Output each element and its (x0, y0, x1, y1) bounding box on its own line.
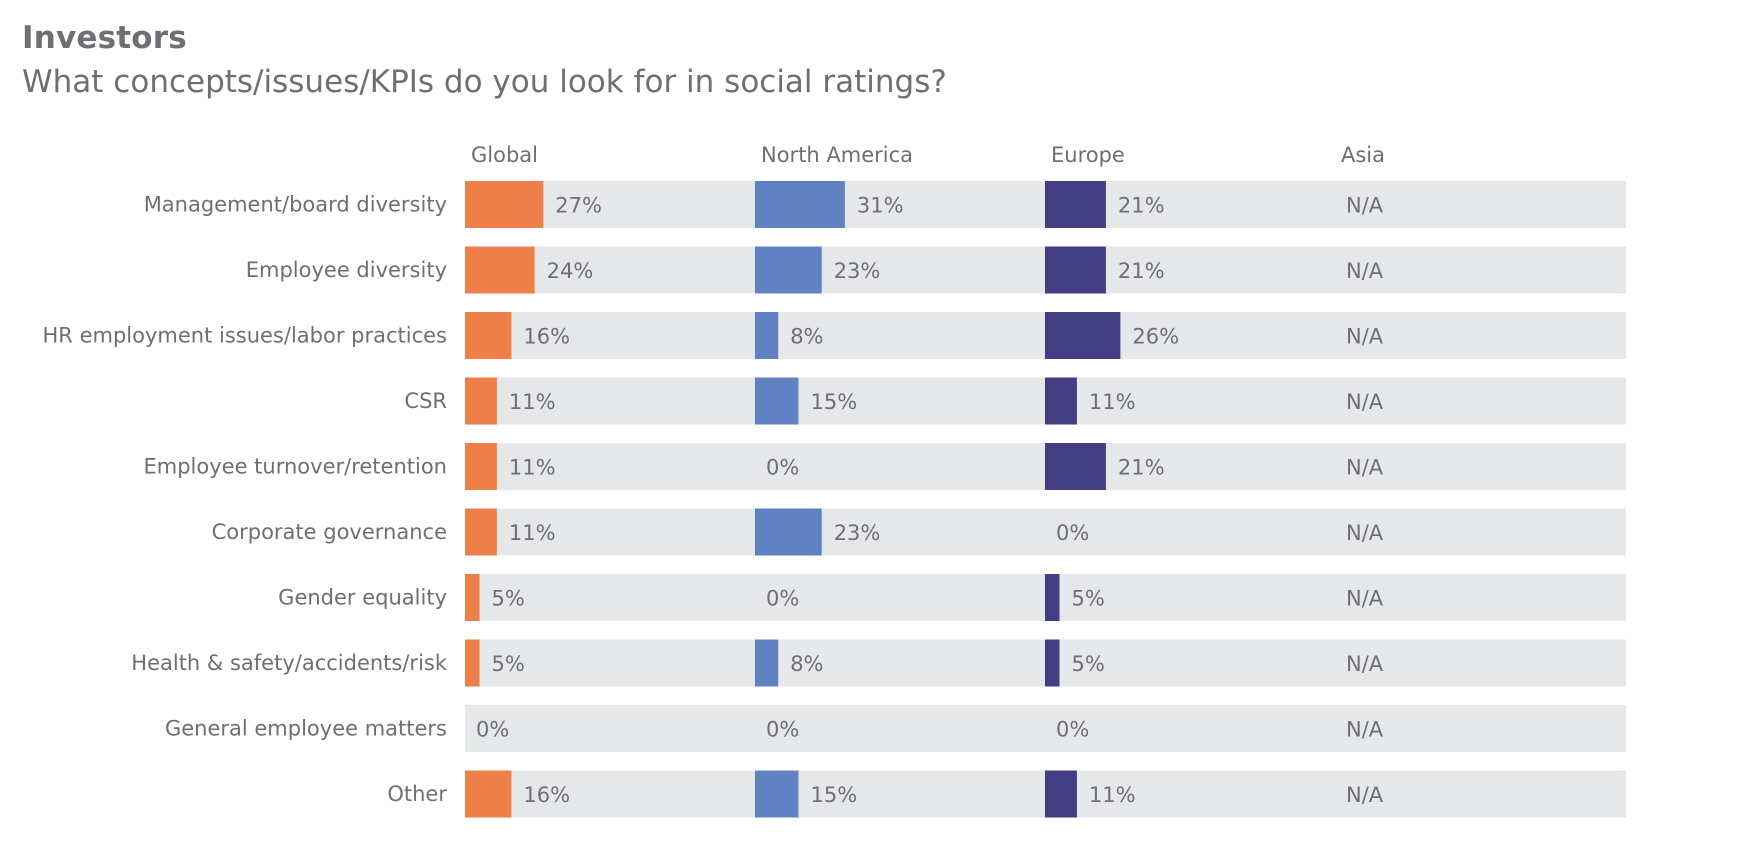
value-label-global-health-safety-accidents-risk: 5% (492, 652, 525, 676)
chart-title: Investors (22, 20, 187, 56)
category-label-csr: CSR (404, 389, 447, 413)
value-label-north-america-health-safety-accidents-risk: 8% (790, 652, 823, 676)
bar-global-management-board-diversity (465, 181, 544, 228)
bar-north-america-employee-diversity (755, 246, 822, 294)
value-label-asia-other: N/A (1346, 783, 1384, 807)
value-label-global-management-board-diversity: 27% (555, 194, 602, 218)
category-label-management-board-diversity: Management/board diversity (144, 193, 447, 217)
value-label-asia-corporate-governance: N/A (1346, 521, 1384, 545)
value-label-europe-other: 11% (1089, 783, 1136, 807)
value-label-global-employee-turnover-retention: 11% (509, 456, 556, 480)
value-label-global-csr: 11% (509, 390, 556, 414)
bar-north-america-hr-employment-issues-labor-practices (755, 312, 779, 359)
category-label-hr-employment-issues-labor-practices: HR employment issues/labor practices (43, 324, 447, 348)
bar-europe-employee-turnover-retention (1045, 443, 1106, 490)
row-track-general-employee-matters (465, 705, 1626, 752)
value-label-europe-management-board-diversity: 21% (1118, 194, 1165, 218)
value-label-europe-employee-turnover-retention: 21% (1118, 456, 1165, 480)
bar-europe-hr-employment-issues-labor-practices (1045, 312, 1121, 359)
row-track-corporate-governance (465, 508, 1626, 556)
bar-north-america-other (755, 770, 799, 818)
value-label-asia-health-safety-accidents-risk: N/A (1346, 652, 1384, 676)
bar-global-other (465, 770, 512, 818)
category-label-general-employee-matters: General employee matters (165, 717, 447, 741)
value-label-asia-general-employee-matters: N/A (1346, 718, 1384, 742)
bar-global-employee-diversity (465, 246, 535, 294)
value-label-north-america-general-employee-matters: 0% (766, 718, 799, 742)
bar-europe-csr (1045, 377, 1077, 425)
value-label-europe-csr: 11% (1089, 390, 1136, 414)
bar-north-america-management-board-diversity (755, 181, 845, 228)
value-label-global-general-employee-matters: 0% (476, 718, 509, 742)
bar-global-employee-turnover-retention (465, 443, 497, 490)
value-label-asia-management-board-diversity: N/A (1346, 194, 1384, 218)
value-label-europe-employee-diversity: 21% (1118, 259, 1165, 283)
value-label-europe-gender-equality: 5% (1072, 587, 1105, 611)
value-label-north-america-employee-turnover-retention: 0% (766, 456, 799, 480)
column-header-asia: Asia (1341, 143, 1385, 167)
bar-north-america-csr (755, 377, 799, 425)
bar-europe-employee-diversity (1045, 246, 1106, 294)
category-label-employee-diversity: Employee diversity (246, 258, 447, 282)
category-label-other: Other (387, 782, 447, 806)
value-label-north-america-employee-diversity: 23% (834, 259, 881, 283)
value-label-global-hr-employment-issues-labor-practices: 16% (523, 325, 570, 349)
value-label-europe-general-employee-matters: 0% (1056, 718, 1089, 742)
value-label-north-america-corporate-governance: 23% (834, 521, 881, 545)
category-label-corporate-governance: Corporate governance (212, 520, 447, 544)
column-header-north-america: North America (761, 143, 913, 167)
bar-north-america-health-safety-accidents-risk (755, 639, 779, 687)
bar-north-america-corporate-governance (755, 508, 822, 556)
category-label-health-safety-accidents-risk: Health & safety/accidents/risk (131, 651, 448, 675)
value-label-global-gender-equality: 5% (492, 587, 525, 611)
bar-europe-health-safety-accidents-risk (1045, 639, 1060, 687)
bar-europe-management-board-diversity (1045, 181, 1106, 228)
value-label-asia-employee-turnover-retention: N/A (1346, 456, 1384, 480)
value-label-north-america-management-board-diversity: 31% (857, 194, 904, 218)
value-label-europe-corporate-governance: 0% (1056, 521, 1089, 545)
value-label-global-other: 16% (523, 783, 570, 807)
category-label-gender-equality: Gender equality (278, 586, 447, 610)
bar-global-gender-equality (465, 574, 480, 621)
bar-global-hr-employment-issues-labor-practices (465, 312, 512, 359)
value-label-north-america-gender-equality: 0% (766, 587, 799, 611)
category-label-employee-turnover-retention: Employee turnover/retention (144, 455, 448, 479)
value-label-europe-health-safety-accidents-risk: 5% (1072, 652, 1105, 676)
value-label-asia-csr: N/A (1346, 390, 1384, 414)
value-label-north-america-csr: 15% (811, 390, 858, 414)
value-label-asia-gender-equality: N/A (1346, 587, 1384, 611)
bar-global-health-safety-accidents-risk (465, 639, 480, 687)
bar-global-csr (465, 377, 497, 425)
value-label-global-employee-diversity: 24% (547, 259, 594, 283)
value-label-europe-hr-employment-issues-labor-practices: 26% (1132, 325, 1179, 349)
value-label-asia-employee-diversity: N/A (1346, 259, 1384, 283)
column-header-europe: Europe (1051, 143, 1125, 167)
value-label-north-america-other: 15% (811, 783, 858, 807)
bar-europe-other (1045, 770, 1077, 818)
bar-europe-gender-equality (1045, 574, 1060, 621)
value-label-north-america-hr-employment-issues-labor-practices: 8% (790, 325, 823, 349)
column-header-global: Global (471, 143, 538, 167)
bar-global-corporate-governance (465, 508, 497, 556)
value-label-global-corporate-governance: 11% (509, 521, 556, 545)
value-label-asia-hr-employment-issues-labor-practices: N/A (1346, 325, 1384, 349)
chart-subtitle: What concepts/issues/KPIs do you look fo… (22, 64, 947, 100)
